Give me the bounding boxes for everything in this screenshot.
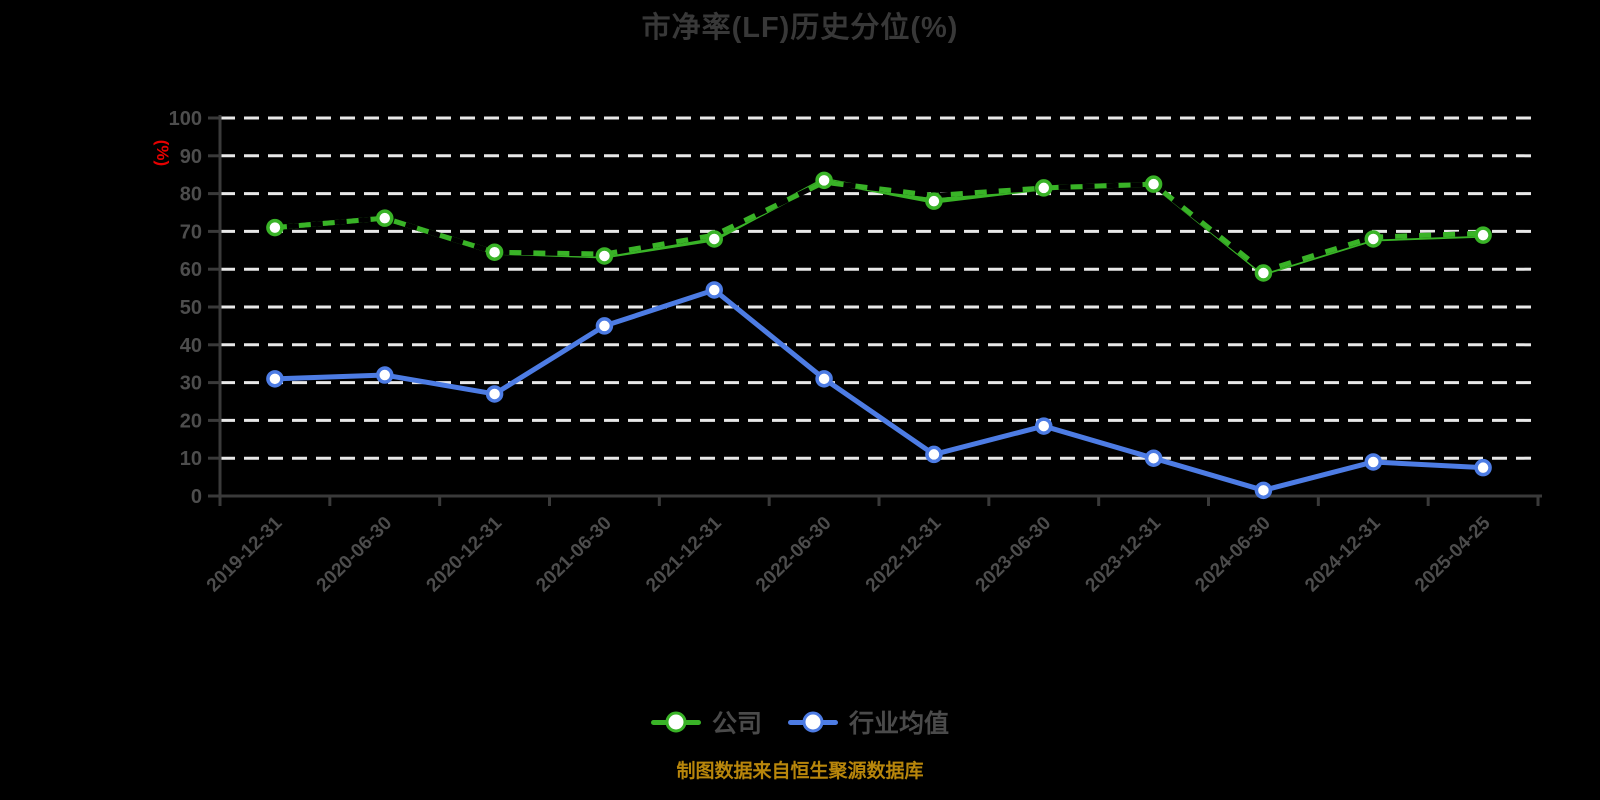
series-line-industry-average — [272, 287, 1486, 493]
y-axis-tick-label: 50 — [180, 297, 202, 319]
data-point-marker-company[interactable] — [1364, 230, 1382, 248]
data-point-marker-industry-average[interactable] — [1364, 453, 1382, 471]
data-point-marker-company[interactable] — [376, 209, 394, 227]
industry-average-line-series-icon — [788, 710, 838, 734]
data-point-marker-industry-average[interactable] — [1254, 481, 1273, 500]
data-point-marker-industry-average[interactable] — [1144, 449, 1163, 467]
data-point-marker-industry-average[interactable] — [1474, 458, 1492, 477]
x-axis-tick-label: 2022-06-30 — [752, 513, 836, 597]
data-point-marker-industry-average[interactable] — [266, 370, 284, 388]
y-axis-tick-label: 90 — [180, 146, 202, 168]
data-point-marker-company[interactable] — [705, 230, 723, 248]
x-axis-tick-label: 2020-06-30 — [313, 513, 397, 597]
x-axis-tick-label: 2024-12-31 — [1301, 512, 1385, 596]
x-axis-tick-label: 2025-04-25 — [1411, 512, 1495, 596]
data-point-marker-company[interactable] — [485, 243, 504, 261]
company-line-series-icon — [650, 710, 701, 734]
chart-plot-area: 0 10 20 30 40 50 60 70 80 90 100 2019-12-31 2020-06-… — [153, 108, 1542, 597]
x-axis-tick-label: 2022-12-31 — [862, 512, 946, 596]
x-axis-tick-label: 2019-12-31 — [203, 512, 287, 596]
data-point-marker-industry-average[interactable] — [376, 366, 394, 384]
data-point-marker-company[interactable] — [1254, 264, 1273, 282]
data-point-marker-company[interactable] — [815, 171, 833, 190]
data-point-marker-industry-average[interactable] — [485, 385, 504, 403]
x-axis-tick-label: 2020-12-31 — [423, 512, 507, 596]
data-point-marker-company[interactable] — [1035, 179, 1053, 197]
y-axis-unit-label: (%) — [153, 140, 172, 166]
legend-item-industry-average[interactable]: 行业均值 — [788, 704, 949, 740]
chart-legend: 公司 行业均值 — [0, 704, 1600, 740]
series-line-company-dashed-overlay-underlay — [274, 179, 1484, 274]
chart-title: 市净率(LF)历史分位(%) — [641, 12, 959, 44]
data-point-marker-industry-average[interactable] — [705, 281, 723, 299]
legend-item-company[interactable]: 公司 — [650, 704, 762, 740]
data-point-marker-company[interactable] — [1144, 175, 1163, 193]
series-line-company-dashed-overlay — [274, 179, 1484, 274]
data-point-marker-company[interactable] — [595, 247, 614, 265]
data-point-marker-industry-average[interactable] — [815, 370, 833, 388]
y-axis-tick-label: 30 — [180, 373, 202, 395]
x-axis-tick-label: 2024-06-30 — [1191, 513, 1275, 597]
data-point-marker-company[interactable] — [266, 218, 284, 237]
y-axis-tick-label: 60 — [180, 259, 202, 281]
data-point-marker-company[interactable] — [1474, 226, 1492, 244]
x-axis-tick-label: 2021-12-31 — [642, 512, 726, 596]
data-point-marker-industry-average[interactable] — [1035, 417, 1053, 435]
y-axis-tick-label: 10 — [180, 448, 202, 470]
legend-label-industry-average: 行业均值 — [849, 710, 950, 738]
y-axis-tick-label: 100 — [169, 108, 202, 130]
y-axis-tick-label: 0 — [191, 486, 202, 508]
y-axis-tick-label: 40 — [180, 335, 202, 357]
data-point-marker-industry-average[interactable] — [595, 317, 614, 335]
x-axis-tick-label: 2021-06-30 — [532, 513, 616, 597]
data-point-marker-company[interactable] — [925, 192, 943, 210]
y-axis-tick-label: 80 — [180, 184, 202, 206]
source-note: 制图数据来自恒生聚源数据库 — [676, 761, 924, 782]
data-point-marker-industry-average[interactable] — [925, 445, 943, 464]
x-axis-tick-label: 2023-06-30 — [972, 513, 1056, 597]
legend-label-company: 公司 — [711, 710, 762, 738]
y-axis-tick-label: 20 — [180, 410, 202, 432]
x-axis-tick-label: 2023-12-31 — [1082, 512, 1166, 596]
y-axis-tick-label: 70 — [180, 221, 202, 243]
